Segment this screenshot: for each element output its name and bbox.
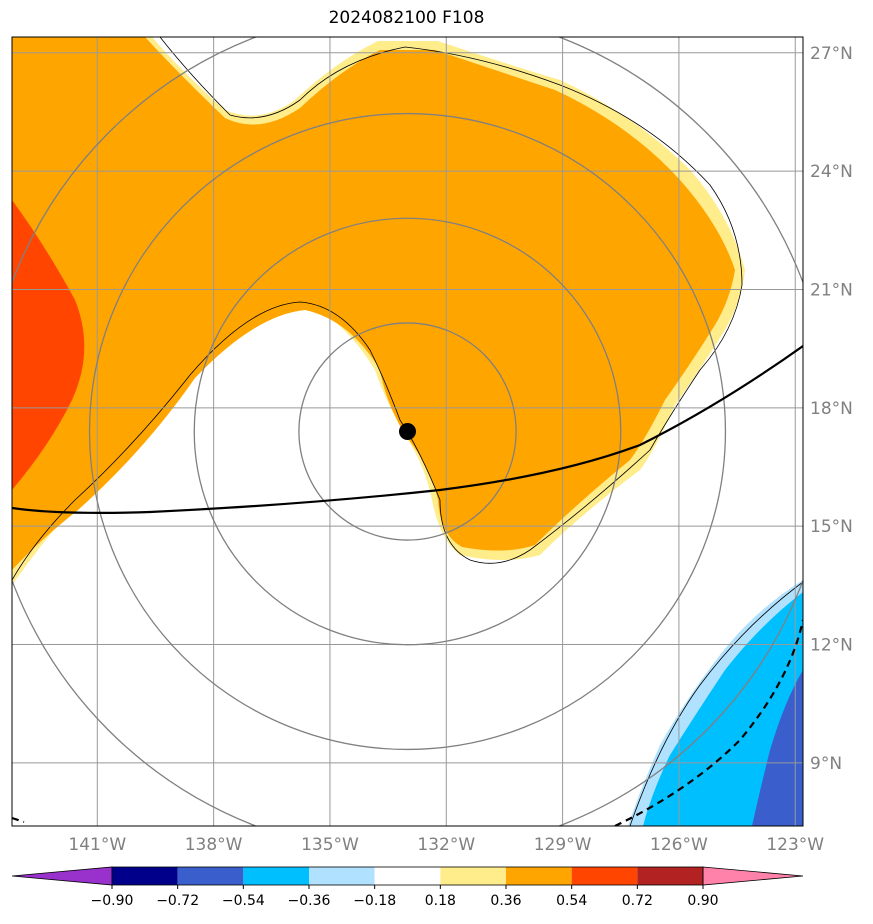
range-ring (298, 322, 517, 541)
colorbar-segment (571, 867, 638, 885)
colorbar-frame (111, 866, 704, 886)
lon-tick-label: 132°W (417, 835, 475, 855)
colorbar-segment (374, 867, 441, 885)
lat-tick-label: 24°N (810, 162, 853, 182)
map-frame (11, 36, 804, 827)
track-stub (12, 816, 25, 824)
lat-tick-label: 12°N (810, 636, 853, 656)
colorbar-tick-label: 0.72 (622, 893, 653, 909)
lon-tick-label: 123°W (766, 835, 824, 855)
range-ring (88, 112, 727, 751)
colorbar-segment (112, 867, 178, 885)
colorbar-segment (440, 867, 506, 885)
zero-contour-north (12, 37, 743, 581)
lat-tick-label: 18°N (810, 399, 853, 419)
colorbar-segment (243, 867, 309, 885)
lon-tick-label: 138°W (185, 835, 243, 855)
latitude-labels: 9°N 12°N 15°N 18°N 21°N 24°N 27°N (810, 44, 853, 774)
colorbar-segment (309, 867, 375, 885)
colorbar-tick-label: −0.72 (156, 893, 199, 909)
field-orange (12, 37, 735, 570)
lat-tick-label: 27°N (810, 44, 853, 64)
lat-tick-label: 9°N (810, 754, 842, 774)
range-rings (12, 37, 803, 826)
colorbar-tick-label: 0.90 (687, 893, 718, 909)
colorbar-labels: −0.90 −0.72 −0.54 −0.36 −0.18 0.18 0.36 0.54 0.7… (91, 893, 719, 909)
range-ring (193, 217, 622, 646)
colorbar-tick-label: −0.18 (353, 893, 396, 909)
colorbar (11, 866, 804, 889)
longitude-labels: 141°W 138°W 135°W 132°W 129°W 126°W 123°W (68, 835, 824, 855)
colorbar-extend-low (11, 866, 113, 886)
map-title: 2024082100 F108 (328, 8, 485, 28)
colorbar-segment (637, 867, 703, 885)
colorbar-segment (506, 867, 572, 885)
lon-tick-label: 141°W (68, 835, 126, 855)
zero-contour-south (629, 581, 803, 826)
colorbar-tick-label: −0.54 (222, 893, 265, 909)
lon-tick-label: 129°W (534, 835, 592, 855)
graticule (12, 37, 803, 826)
colorbar-tick-label: 0.36 (490, 893, 521, 909)
lon-tick-label: 135°W (301, 835, 359, 855)
colorbar-segment (177, 867, 244, 885)
field-dark-blue (752, 670, 803, 826)
field-red (12, 200, 85, 490)
forecast-track-solid (12, 345, 803, 514)
lon-tick-label: 126°W (650, 835, 708, 855)
lat-tick-label: 21°N (810, 280, 853, 300)
lat-tick-label: 15°N (810, 517, 853, 537)
colorbar-tick-label: −0.90 (91, 893, 134, 909)
colorbar-tick-label: 0.54 (556, 893, 587, 909)
field-blue (643, 592, 803, 826)
colorbar-tick-label: −0.36 (288, 893, 331, 909)
colorbar-extend-high (702, 866, 804, 886)
colorbar-tick-label: 0.18 (425, 893, 456, 909)
map-area (12, 37, 803, 826)
storm-center-marker (399, 423, 416, 440)
